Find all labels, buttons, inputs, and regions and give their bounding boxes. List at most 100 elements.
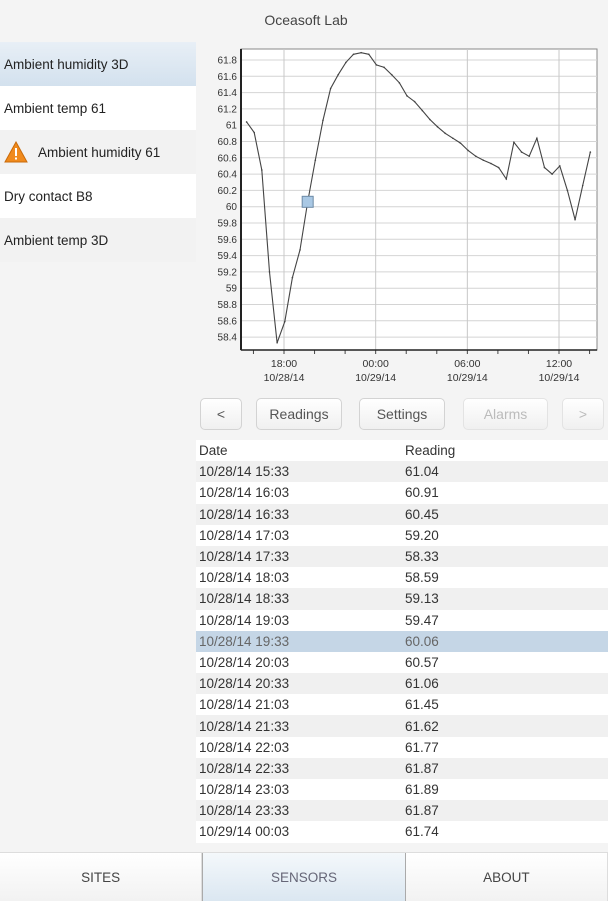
sensor-item[interactable]: Ambient temp 61 — [0, 86, 196, 130]
y-tick-label: 60.2 — [218, 186, 238, 197]
y-tick-label: 60 — [226, 202, 238, 213]
readings-table: Date Reading 10/28/14 15:33 61.04 10/28/14… — [196, 440, 608, 843]
sensor-list: Ambient humidity 3D Ambient temp 61 Ambi… — [0, 42, 196, 262]
tab-sites[interactable]: SITES — [0, 853, 203, 901]
cell-reading: 59.47 — [405, 612, 439, 628]
table-row[interactable]: 10/28/14 18:03 58.59 — [196, 567, 608, 589]
table-row[interactable]: 10/28/14 20:03 60.57 — [196, 651, 608, 674]
table-row[interactable]: 10/28/14 16:33 60.45 — [196, 503, 608, 525]
data-point — [337, 73, 340, 76]
sensor-item[interactable]: Dry contact B8 — [0, 174, 196, 218]
data-point — [253, 131, 256, 134]
table-row[interactable]: 10/28/14 21:03 61.45 — [196, 694, 608, 716]
cell-reading: 61.89 — [405, 782, 439, 798]
cell-date: 10/29/14 00:03 — [199, 824, 290, 840]
table-row[interactable]: 10/28/14 19:03 59.47 — [196, 609, 608, 631]
table-row[interactable]: 10/28/14 21:33 61.62 — [196, 715, 608, 737]
data-point — [406, 95, 408, 97]
data-point — [390, 73, 393, 76]
table-row[interactable]: 10/29/14 00:03 61.74 — [196, 821, 608, 843]
x-tick-time: 06:00 — [454, 358, 480, 370]
table-row[interactable]: 10/28/14 20:33 61.06 — [196, 673, 608, 695]
data-point — [444, 132, 446, 135]
cell-reading: 58.59 — [405, 570, 439, 586]
y-tick-label: 59.6 — [218, 235, 238, 246]
x-tick-time: 12:00 — [546, 358, 572, 370]
data-point — [551, 173, 553, 175]
data-point — [505, 178, 508, 180]
cell-reading: 60.91 — [405, 485, 439, 501]
readings-button[interactable]: Readings — [256, 398, 342, 430]
data-point — [283, 320, 286, 323]
y-tick-label: 59.8 — [218, 219, 238, 230]
y-tick-label: 58.6 — [218, 316, 238, 327]
y-tick-label: 59.4 — [218, 251, 238, 262]
x-tick-date: 10/28/14 — [264, 372, 305, 384]
x-tick-time: 18:00 — [271, 358, 297, 370]
bottom-tabs: SITES SENSORS ABOUT — [0, 852, 608, 901]
cell-reading: 59.20 — [405, 527, 439, 543]
sensor-label: Dry contact B8 — [4, 188, 93, 204]
cell-date: 10/28/14 17:03 — [199, 527, 290, 543]
tab-sensors[interactable]: SENSORS — [202, 853, 406, 901]
plot-area — [240, 48, 598, 351]
table-row[interactable]: 10/28/14 16:03 60.91 — [196, 482, 608, 504]
sensor-item[interactable]: Ambient humidity 3D — [0, 42, 196, 86]
data-point — [467, 149, 469, 152]
data-point — [490, 162, 492, 165]
cell-date: 10/28/14 19:33 — [199, 633, 290, 649]
data-point — [360, 51, 362, 54]
prev-button[interactable]: < — [200, 398, 242, 430]
data-point — [322, 119, 324, 122]
data-point — [474, 155, 477, 157]
table-header: Date Reading — [196, 440, 608, 462]
table-row[interactable]: 10/28/14 17:03 59.20 — [196, 524, 608, 546]
readings-chart: 58.4 58.6 58.8 59 59.2 59.4 59.6 59.8 60 60.2 60.4… — [196, 40, 608, 392]
cell-reading: 58.33 — [405, 549, 439, 565]
tab-about[interactable]: ABOUT — [405, 853, 608, 901]
data-point — [261, 169, 263, 171]
cell-date: 10/28/14 20:33 — [199, 676, 290, 692]
cell-date: 10/28/14 20:03 — [199, 654, 290, 670]
x-tick-time: 00:00 — [363, 358, 389, 370]
app-title: Oceasoft Lab — [264, 12, 348, 28]
y-tick-label: 61 — [226, 121, 238, 132]
sensor-label: Ambient humidity 61 — [38, 144, 161, 160]
data-point — [329, 87, 332, 90]
data-point — [452, 137, 454, 140]
table-row[interactable]: 10/28/14 22:03 61.77 — [196, 736, 608, 758]
cell-date: 10/28/14 17:33 — [199, 549, 290, 565]
x-tick-date: 10/29/14 — [355, 372, 396, 384]
alarms-button[interactable]: Alarms — [463, 398, 548, 430]
table-row[interactable]: 10/28/14 18:33 59.13 — [196, 588, 608, 610]
data-point — [299, 249, 301, 251]
data-point — [383, 66, 385, 69]
warning-icon — [4, 141, 28, 163]
cell-date: 10/28/14 19:03 — [199, 612, 290, 628]
table-row[interactable]: 10/28/14 23:33 61.87 — [196, 800, 608, 822]
data-point — [581, 184, 584, 187]
sensor-item[interactable]: Ambient temp 3D — [0, 218, 196, 262]
table-row[interactable]: 10/28/14 15:33 61.04 — [196, 461, 608, 483]
next-button[interactable]: > — [562, 398, 604, 430]
cell-date: 10/28/14 18:03 — [199, 570, 290, 586]
table-row[interactable]: 10/28/14 19:33 60.06 — [196, 630, 608, 652]
cell-reading: 61.74 — [405, 824, 439, 840]
cell-date: 10/28/14 16:33 — [199, 506, 290, 522]
cell-reading: 60.45 — [405, 506, 439, 522]
data-point — [589, 151, 592, 153]
table-row[interactable]: 10/28/14 23:03 61.89 — [196, 779, 608, 801]
settings-button[interactable]: Settings — [359, 398, 445, 430]
sensor-item[interactable]: Ambient humidity 61 — [0, 130, 196, 174]
data-point — [520, 151, 523, 153]
y-tick-label: 61.2 — [218, 104, 238, 115]
y-tick-label: 61.8 — [218, 56, 238, 67]
selected-point-marker[interactable] — [301, 195, 314, 208]
table-row[interactable]: 10/28/14 22:33 61.87 — [196, 757, 608, 779]
table-row[interactable]: 10/28/14 17:33 58.33 — [196, 545, 608, 568]
column-header-date: Date — [199, 443, 228, 459]
cell-reading: 60.57 — [405, 654, 439, 670]
y-tick-label: 59.2 — [218, 267, 238, 278]
data-point — [482, 159, 485, 162]
data-point — [497, 166, 500, 169]
